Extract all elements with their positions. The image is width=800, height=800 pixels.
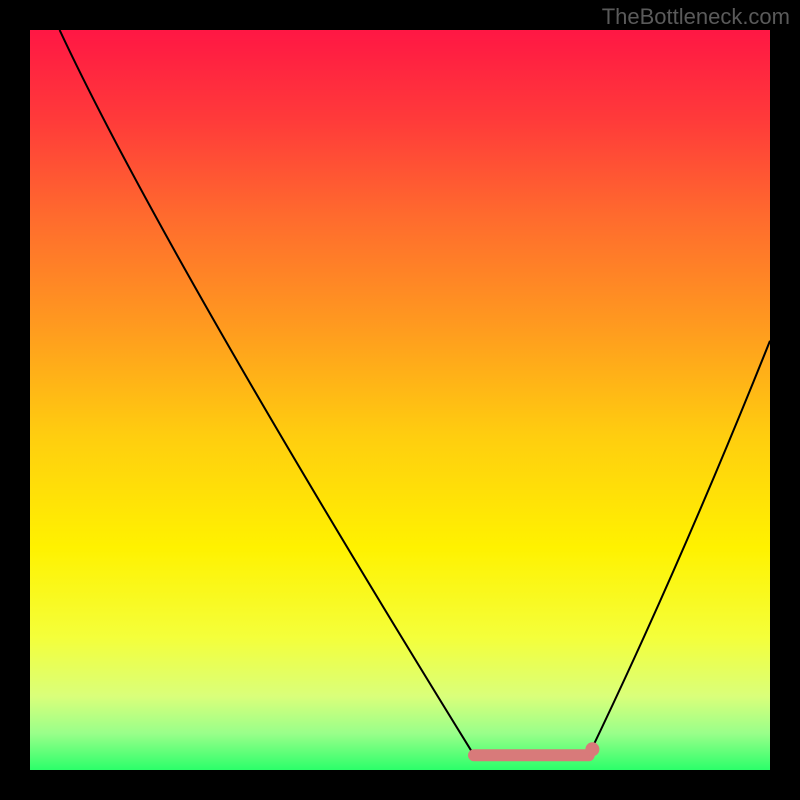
- attribution-text: TheBottleneck.com: [602, 4, 790, 30]
- curve-layer: [30, 30, 770, 770]
- trough-marker-dot: [585, 742, 599, 756]
- bottleneck-curve: [60, 30, 770, 755]
- plot-area: [30, 30, 770, 770]
